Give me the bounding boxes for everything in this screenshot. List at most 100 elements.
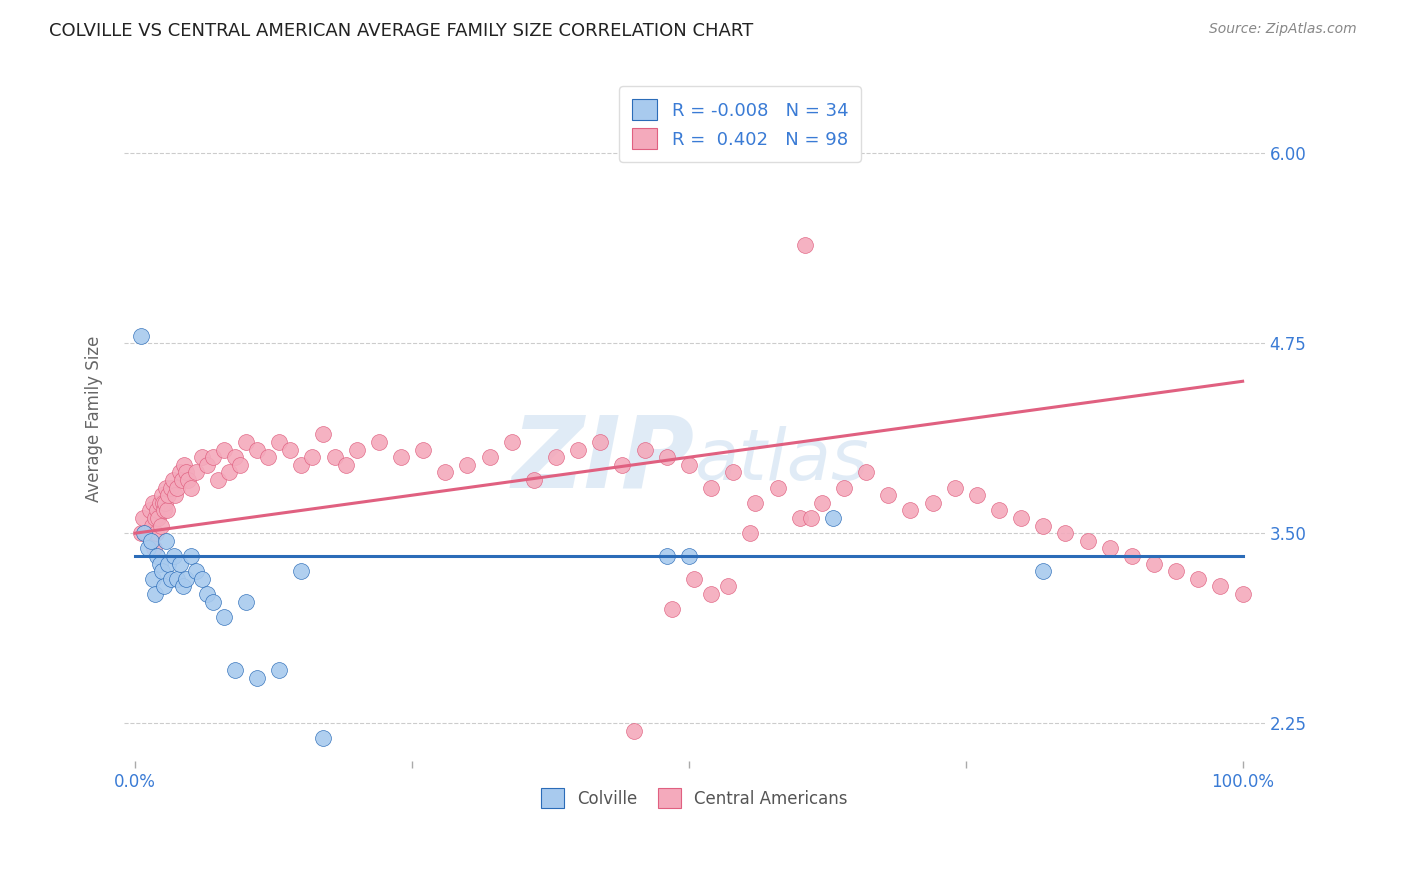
Point	[811, 496, 834, 510]
Point	[132, 511, 155, 525]
Point	[943, 481, 966, 495]
Point	[143, 511, 166, 525]
Point	[1121, 549, 1143, 563]
Point	[134, 526, 156, 541]
Text: atlas: atlas	[695, 425, 869, 495]
Point	[224, 450, 246, 465]
Point	[163, 549, 186, 563]
Point	[207, 473, 229, 487]
Point	[678, 458, 700, 472]
Point	[523, 473, 546, 487]
Point	[1166, 564, 1188, 578]
Point	[152, 496, 174, 510]
Point	[1054, 526, 1077, 541]
Text: COLVILLE VS CENTRAL AMERICAN AVERAGE FAMILY SIZE CORRELATION CHART: COLVILLE VS CENTRAL AMERICAN AVERAGE FAM…	[49, 22, 754, 40]
Point	[434, 466, 457, 480]
Point	[1232, 587, 1254, 601]
Point	[149, 518, 172, 533]
Point	[661, 602, 683, 616]
Point	[246, 671, 269, 685]
Point	[150, 564, 173, 578]
Point	[278, 442, 301, 457]
Point	[132, 526, 155, 541]
Point	[180, 481, 202, 495]
Point	[367, 435, 389, 450]
Point	[633, 442, 655, 457]
Point	[235, 594, 257, 608]
Point	[169, 466, 191, 480]
Point	[855, 466, 877, 480]
Point	[142, 496, 165, 510]
Point	[478, 450, 501, 465]
Point	[169, 557, 191, 571]
Point	[190, 450, 212, 465]
Point	[156, 503, 179, 517]
Point	[655, 549, 678, 563]
Point	[174, 466, 197, 480]
Y-axis label: Average Family Size: Average Family Size	[86, 336, 103, 502]
Point	[1187, 572, 1209, 586]
Point	[159, 481, 181, 495]
Point	[389, 450, 412, 465]
Point	[141, 518, 163, 533]
Point	[129, 526, 152, 541]
Point	[201, 594, 224, 608]
Point	[700, 587, 723, 601]
Point	[501, 435, 523, 450]
Point	[143, 587, 166, 601]
Point	[166, 481, 188, 495]
Point	[456, 458, 478, 472]
Point	[335, 458, 357, 472]
Point	[201, 450, 224, 465]
Point	[800, 511, 823, 525]
Point	[290, 458, 312, 472]
Point	[738, 526, 761, 541]
Point	[212, 609, 235, 624]
Point	[655, 450, 678, 465]
Point	[1209, 579, 1232, 593]
Point	[138, 503, 160, 517]
Point	[623, 723, 645, 738]
Point	[832, 481, 855, 495]
Point	[150, 488, 173, 502]
Point	[1032, 564, 1054, 578]
Point	[678, 549, 700, 563]
Point	[612, 458, 634, 472]
Point	[301, 450, 323, 465]
Point	[700, 481, 723, 495]
Point	[821, 511, 844, 525]
Point	[218, 466, 240, 480]
Point	[190, 572, 212, 586]
Point	[224, 663, 246, 677]
Point	[683, 572, 706, 586]
Point	[145, 526, 167, 541]
Point	[269, 435, 291, 450]
Point	[195, 458, 218, 472]
Point	[246, 442, 269, 457]
Point	[312, 427, 335, 442]
Point	[744, 496, 766, 510]
Point	[794, 237, 817, 252]
Point	[136, 526, 159, 541]
Text: Source: ZipAtlas.com: Source: ZipAtlas.com	[1209, 22, 1357, 37]
Point	[174, 572, 197, 586]
Point	[157, 557, 180, 571]
Point	[153, 579, 176, 593]
Point	[290, 564, 312, 578]
Point	[166, 572, 188, 586]
Point	[589, 435, 612, 450]
Point	[143, 541, 166, 556]
Point	[877, 488, 900, 502]
Text: ZIP: ZIP	[512, 412, 695, 508]
Point	[139, 533, 162, 548]
Point	[142, 572, 165, 586]
Point	[170, 473, 193, 487]
Point	[165, 488, 187, 502]
Point	[312, 731, 335, 746]
Point	[257, 450, 280, 465]
Point	[129, 328, 152, 343]
Point	[323, 450, 346, 465]
Point	[146, 549, 169, 563]
Point	[544, 450, 567, 465]
Point	[269, 663, 291, 677]
